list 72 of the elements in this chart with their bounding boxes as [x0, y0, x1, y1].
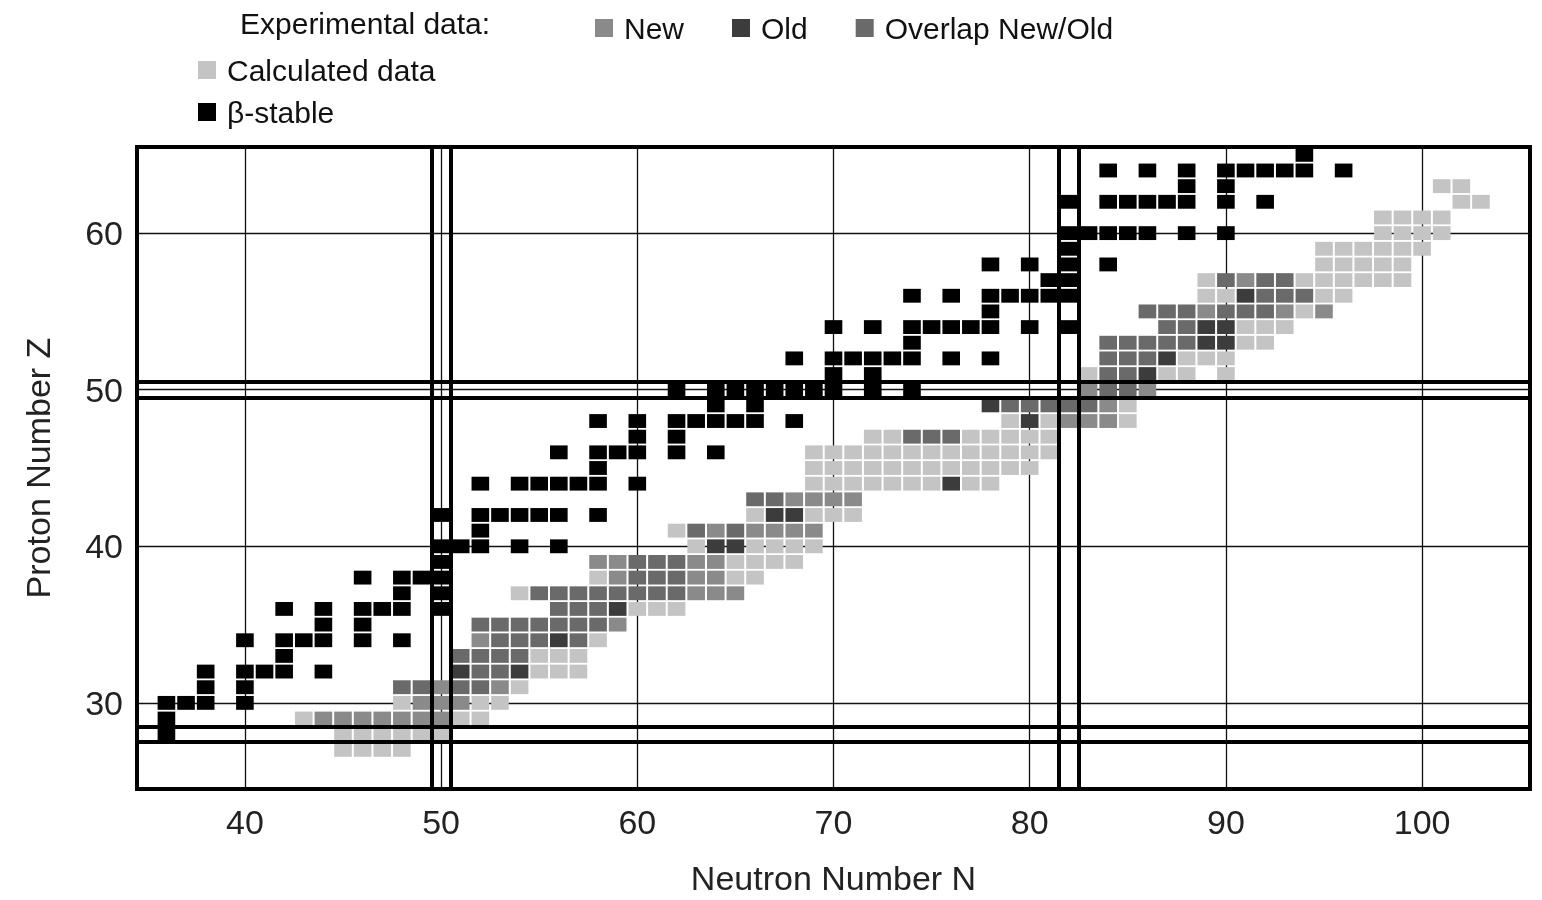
point	[1197, 304, 1216, 319]
x-tick-label: 40	[225, 803, 264, 841]
point	[373, 711, 392, 726]
point	[726, 586, 745, 601]
point	[608, 617, 627, 632]
point	[412, 711, 431, 726]
y-axis-title: Proton Number Z	[19, 337, 57, 599]
point	[451, 695, 470, 710]
legend-label: Old	[761, 11, 808, 45]
x-tick-label: 60	[618, 803, 657, 841]
point	[706, 586, 725, 601]
point	[451, 664, 470, 679]
x-tick-label: 80	[1010, 803, 1049, 841]
point	[1158, 351, 1176, 366]
point	[589, 555, 607, 569]
legend-title: Experimental data:	[240, 6, 491, 40]
point	[687, 586, 705, 601]
point	[412, 695, 431, 710]
point	[805, 523, 823, 538]
point	[1138, 367, 1157, 381]
point	[471, 633, 490, 648]
x-tick-label: 70	[814, 803, 853, 841]
point	[706, 570, 725, 585]
point	[1099, 414, 1117, 428]
point	[1217, 320, 1235, 334]
point	[608, 555, 627, 569]
x-tick-label: 50	[422, 803, 461, 841]
point	[844, 492, 862, 507]
point	[608, 570, 627, 585]
y-tick-label: 30	[85, 683, 123, 722]
point	[942, 476, 961, 491]
point	[746, 523, 764, 538]
point	[765, 508, 784, 522]
point	[314, 711, 333, 726]
point	[785, 523, 804, 538]
legend-label: Calculated data	[227, 53, 436, 87]
point	[785, 508, 804, 522]
point	[1236, 273, 1255, 288]
point	[491, 680, 509, 695]
point	[706, 539, 725, 554]
y-tick-label: 60	[85, 214, 123, 253]
point	[1197, 335, 1216, 350]
x-tick-label: 100	[1393, 803, 1451, 841]
x-tick-label: 90	[1206, 803, 1245, 841]
point	[334, 711, 352, 726]
point	[687, 555, 705, 569]
point	[805, 492, 823, 507]
legend-label: Overlap New/Old	[884, 11, 1114, 45]
point	[393, 711, 411, 726]
point	[706, 523, 725, 538]
point	[785, 492, 804, 507]
legend-label: New	[624, 11, 685, 45]
point	[706, 555, 725, 569]
point	[824, 492, 843, 507]
point	[608, 602, 627, 616]
point	[1217, 335, 1235, 350]
y-tick-label: 50	[85, 370, 123, 409]
y-tick-label: 40	[85, 527, 123, 566]
point	[1020, 414, 1039, 428]
point	[1197, 320, 1216, 334]
point	[1275, 304, 1294, 319]
point	[550, 633, 568, 648]
x-axis-title: Neutron Number N	[690, 859, 977, 897]
point	[1236, 288, 1255, 303]
point	[510, 664, 529, 679]
point	[765, 523, 784, 538]
point	[1315, 304, 1333, 319]
point	[687, 570, 705, 585]
legend-label: β-stable	[227, 95, 335, 129]
point	[726, 539, 745, 554]
point	[1079, 414, 1098, 428]
point	[353, 711, 372, 726]
